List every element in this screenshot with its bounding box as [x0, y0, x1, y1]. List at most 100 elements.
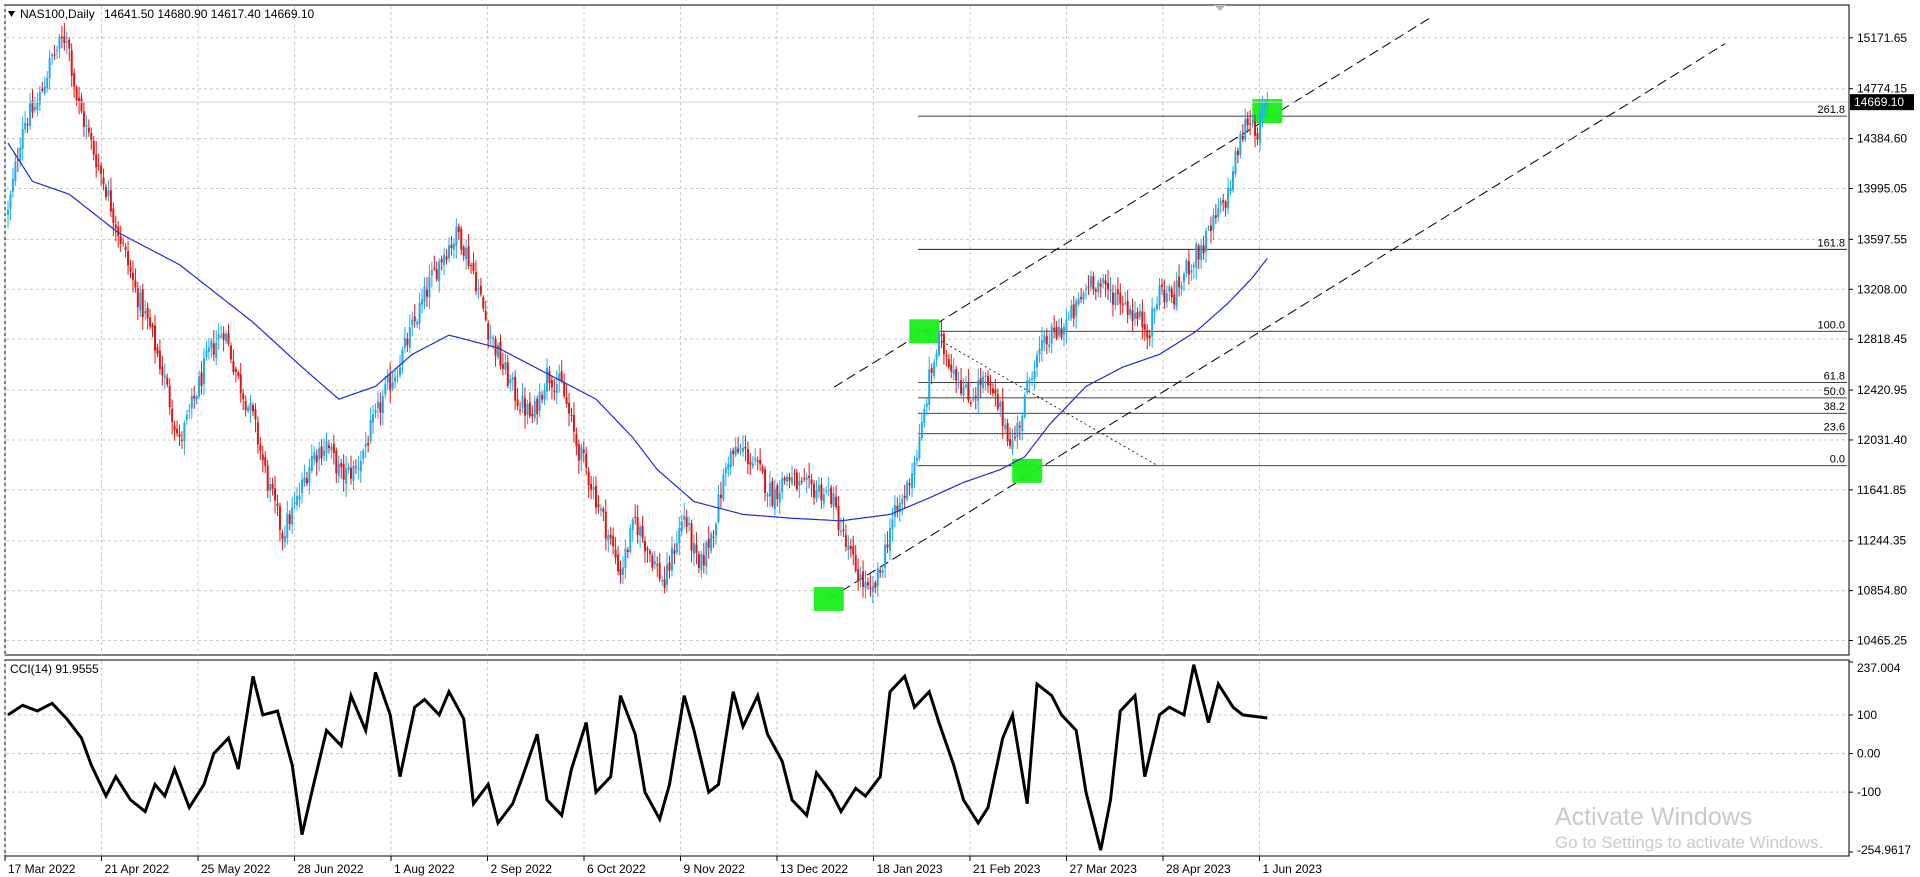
candle-body[interactable] [1170, 288, 1173, 298]
candle-body[interactable] [36, 102, 39, 111]
candle-body[interactable] [1219, 201, 1222, 206]
candle-body[interactable] [663, 579, 666, 589]
candle-body[interactable] [354, 466, 357, 468]
candle-body[interactable] [984, 375, 987, 377]
candle-body[interactable] [700, 553, 703, 571]
candle-body[interactable] [871, 585, 874, 593]
candle-body[interactable] [950, 364, 953, 372]
candle-body[interactable] [977, 380, 980, 401]
candle-body[interactable] [582, 449, 585, 454]
candle-body[interactable] [1236, 150, 1239, 156]
candle-body[interactable] [293, 502, 296, 504]
candle-body[interactable] [1148, 335, 1151, 339]
candle-body[interactable] [1023, 395, 1026, 417]
candle-body[interactable] [673, 550, 676, 554]
candle-body[interactable] [16, 159, 19, 161]
candle-body[interactable] [102, 177, 105, 185]
candle-body[interactable] [462, 246, 465, 256]
candle-body[interactable] [825, 490, 828, 492]
candle-body[interactable] [756, 460, 759, 462]
candle-body[interactable] [996, 394, 999, 410]
candle-body[interactable] [283, 535, 286, 543]
candle-body[interactable] [960, 380, 963, 394]
candle-body[interactable] [154, 325, 156, 351]
candle-body[interactable] [220, 335, 223, 337]
candle-body[interactable] [859, 574, 862, 581]
candle-body[interactable] [256, 422, 259, 445]
candle-body[interactable] [82, 111, 85, 127]
candle-body[interactable] [1129, 308, 1132, 315]
candle-body[interactable] [592, 487, 595, 490]
candle-body[interactable] [952, 370, 955, 375]
candle-body[interactable] [957, 382, 960, 384]
candle-body[interactable] [1258, 112, 1261, 143]
highlight-boxes[interactable] [813, 99, 1283, 611]
candle-body[interactable] [798, 480, 801, 486]
candle-body[interactable] [761, 466, 764, 472]
candle-body[interactable] [195, 396, 198, 401]
candle-body[interactable] [538, 392, 541, 411]
candle-body[interactable] [48, 58, 51, 79]
candle-body[interactable] [428, 277, 431, 298]
candle-body[interactable] [857, 569, 860, 582]
candle-body[interactable] [423, 286, 426, 302]
candle-body[interactable] [435, 269, 438, 280]
candle-body[interactable] [286, 513, 289, 539]
candle-body[interactable] [1094, 289, 1097, 292]
candle-body[interactable] [1192, 264, 1195, 268]
candle-body[interactable] [805, 477, 808, 480]
candle-body[interactable] [1146, 329, 1149, 338]
candle-body[interactable] [707, 538, 710, 548]
candle-body[interactable] [474, 272, 477, 292]
candle-body[interactable] [296, 496, 299, 506]
candle-body[interactable] [418, 302, 421, 324]
candle-body[interactable] [1085, 288, 1087, 290]
collapse-triangle-icon[interactable] [8, 11, 15, 17]
candle-body[interactable] [364, 444, 367, 447]
candle-body[interactable] [837, 506, 840, 530]
candle-body[interactable] [577, 444, 580, 461]
candle-body[interactable] [754, 457, 757, 461]
candle-body[interactable] [298, 495, 301, 500]
candle-body[interactable] [1266, 102, 1269, 106]
candle-body[interactable] [1121, 303, 1124, 306]
candle-body[interactable] [26, 123, 29, 126]
candle-body[interactable] [516, 399, 519, 407]
fibonacci-retracement[interactable]: 261.8 161.8 100.0 61.8 50.0 38.2 23.6 0.0 [918, 104, 1847, 467]
candle-body[interactable] [222, 333, 225, 340]
candle-body[interactable] [183, 422, 186, 442]
candle-body[interactable] [29, 103, 32, 126]
candle-body[interactable] [1053, 328, 1056, 331]
candle-body[interactable] [742, 447, 744, 452]
candle-body[interactable] [200, 372, 203, 386]
candle-body[interactable] [9, 194, 12, 209]
candle-body[interactable] [945, 355, 948, 357]
candle-body[interactable] [1040, 340, 1043, 351]
candle-body[interactable] [653, 561, 656, 565]
candle-body[interactable] [928, 369, 931, 405]
candle-body[interactable] [335, 450, 338, 474]
candle-body[interactable] [1048, 344, 1051, 348]
channel-upper-line[interactable] [833, 17, 1431, 388]
candle-body[interactable] [1114, 292, 1117, 305]
candle-body[interactable] [840, 530, 842, 533]
candle-body[interactable] [619, 569, 622, 575]
candle-body[interactable] [43, 86, 46, 94]
candle-body[interactable] [969, 402, 972, 404]
candle-body[interactable] [617, 554, 620, 572]
candle-body[interactable] [800, 481, 803, 483]
candle-body[interactable] [24, 122, 27, 130]
candle-body[interactable] [376, 401, 379, 409]
candle-body[interactable] [994, 389, 997, 394]
candle-body[interactable] [41, 88, 44, 91]
candle-body[interactable] [514, 376, 517, 401]
candle-body[interactable] [822, 494, 825, 504]
candle-body[interactable] [117, 226, 120, 237]
candle-body[interactable] [129, 266, 132, 272]
candle-body[interactable] [163, 375, 166, 378]
candle-body[interactable] [315, 455, 318, 463]
candle-body[interactable] [433, 267, 436, 270]
candle-body[interactable] [585, 454, 588, 468]
candle-body[interactable] [572, 415, 575, 432]
candle-body[interactable] [685, 517, 688, 528]
